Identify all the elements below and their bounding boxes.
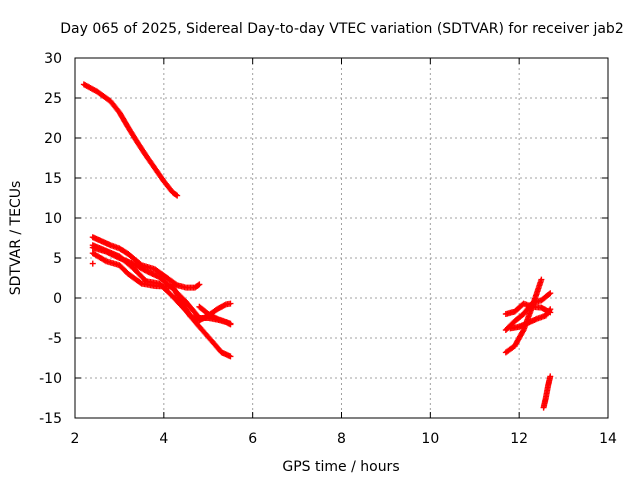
data-point — [546, 307, 553, 314]
data-point — [227, 321, 234, 328]
x-tick-label: 6 — [248, 431, 257, 447]
y-axis-label: SDTVAR / TECUs — [8, 181, 24, 296]
series-pass-2 — [89, 234, 203, 291]
data-point — [546, 291, 553, 298]
data-point — [547, 373, 554, 380]
x-tick-label: 12 — [510, 431, 528, 447]
y-tick-label: -5 — [48, 331, 62, 347]
x-tick-label: 14 — [599, 431, 617, 447]
data-point — [173, 191, 180, 198]
y-tick-label: 0 — [53, 291, 62, 307]
y-tick-label: 5 — [53, 251, 62, 267]
data-point — [196, 281, 203, 288]
y-tick-label: -10 — [39, 371, 62, 387]
y-tick-label: 20 — [44, 131, 62, 147]
series-pass-4 — [89, 242, 234, 360]
data-point — [547, 306, 554, 313]
x-tick-label: 2 — [71, 431, 80, 447]
chart-title: Day 065 of 2025, Sidereal Day-to-day VTE… — [60, 21, 623, 37]
series-pass-12 — [540, 373, 554, 411]
y-tick-label: 30 — [44, 51, 62, 67]
y-tick-label: -15 — [39, 411, 62, 427]
series-pass-7 — [89, 260, 96, 267]
data-point — [89, 260, 96, 267]
y-tick-label: 25 — [44, 91, 62, 107]
data-point — [227, 300, 234, 307]
x-axis-label: GPS time / hours — [282, 459, 399, 475]
axis-ticks: 2 4 6 8 10 12 14 -15 -10 -5 0 5 10 15 20 25 30 — [39, 51, 617, 447]
series-pass-1 — [80, 81, 181, 199]
series-pass-9 — [502, 290, 554, 333]
y-tick-label: 10 — [44, 211, 62, 227]
x-tick-label: 10 — [421, 431, 439, 447]
data-markers — [80, 81, 554, 411]
series-pass-11 — [507, 306, 554, 332]
data-point — [547, 290, 554, 297]
plot-frame — [74, 57, 609, 419]
series-pass-5 — [89, 250, 234, 324]
data-point — [195, 282, 202, 289]
x-tick-label: 4 — [159, 431, 168, 447]
x-tick-label: 8 — [337, 431, 346, 447]
data-point — [538, 276, 545, 283]
data-point — [227, 353, 234, 360]
data-point — [174, 192, 181, 199]
grid — [75, 58, 608, 418]
y-tick-label: 15 — [44, 171, 62, 187]
series-pass-6 — [196, 303, 234, 328]
